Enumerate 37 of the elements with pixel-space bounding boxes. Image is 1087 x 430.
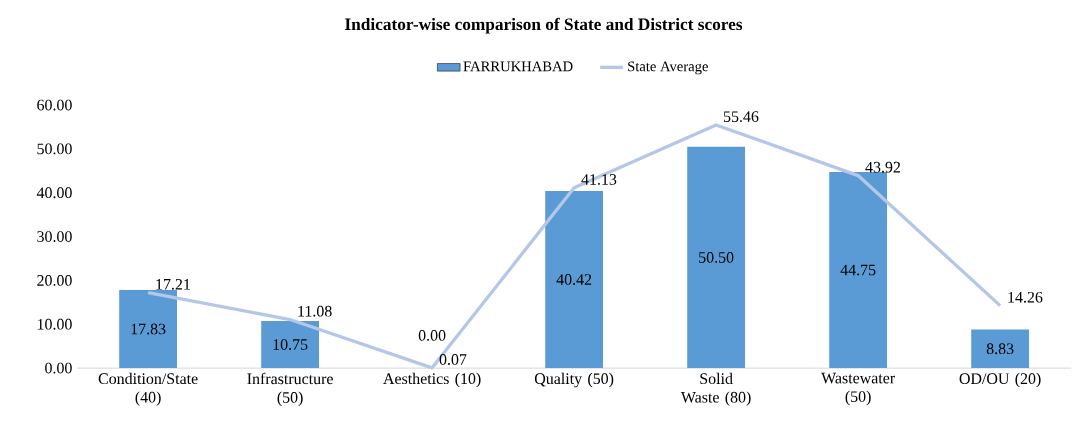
y-tick-label: 0.00 — [45, 362, 72, 374]
data-label: 55.46 — [723, 111, 759, 123]
bar — [971, 329, 1030, 369]
data-label: 8.83 — [986, 343, 1014, 355]
bar — [545, 190, 604, 369]
x-tick-label: Infrastructure (50) — [247, 372, 333, 406]
bar — [829, 171, 888, 369]
data-label: 44.75 — [840, 264, 876, 276]
bar — [261, 320, 320, 369]
data-label: 43.92 — [865, 161, 901, 173]
data-label: 0.07 — [439, 354, 467, 365]
legend-label: State Average — [628, 61, 708, 75]
y-tick-label: 60.00 — [37, 99, 72, 111]
data-label: 14.26 — [1008, 291, 1043, 303]
data-label: 50.50 — [699, 251, 734, 263]
y-tick-label: 50.00 — [37, 143, 72, 155]
legend-label: FARRUKHABAD — [463, 61, 573, 72]
data-label: 11.08 — [298, 305, 332, 317]
data-label: 41.13 — [581, 174, 617, 185]
data-label: 17.83 — [131, 323, 166, 335]
data-label: 40.42 — [556, 274, 592, 285]
x-tick-label: OD/OU (20) — [959, 372, 1041, 388]
x-tick-label: Aesthetics (10) — [383, 372, 481, 388]
y-tick-label: 30.00 — [37, 231, 72, 242]
y-tick-label: 10.00 — [37, 318, 72, 330]
chart-title: Indicator-wise comparison of State and District scores — [345, 17, 743, 34]
y-tick-label: 20.00 — [37, 274, 72, 286]
x-tick-label: Quality (50) — [534, 372, 614, 388]
bar — [687, 146, 746, 369]
data-label: 17.21 — [156, 278, 190, 290]
x-tick-label: Wastewater (50) — [821, 372, 895, 406]
data-label: 10.75 — [273, 339, 308, 350]
data-label: 0.00 — [418, 329, 446, 341]
y-tick-label: 40.00 — [36, 187, 72, 199]
x-tick-label: Condition/State (40) — [98, 372, 198, 406]
bar — [119, 289, 178, 369]
x-tick-label: Solid Waste (80) — [680, 372, 751, 406]
